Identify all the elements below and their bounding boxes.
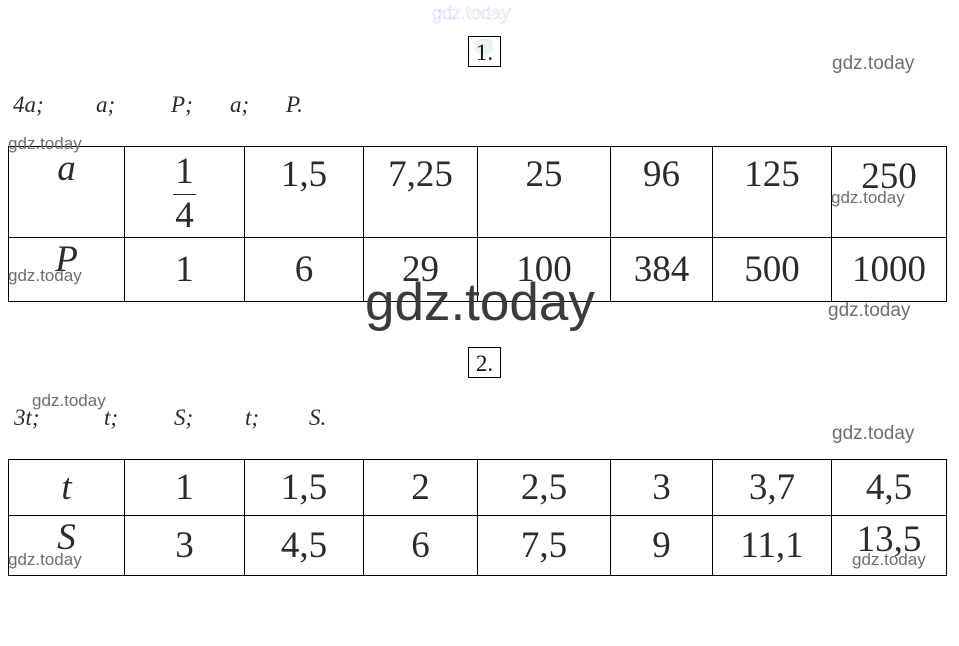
svg-text:gdz.today: gdz.today [432, 3, 510, 23]
